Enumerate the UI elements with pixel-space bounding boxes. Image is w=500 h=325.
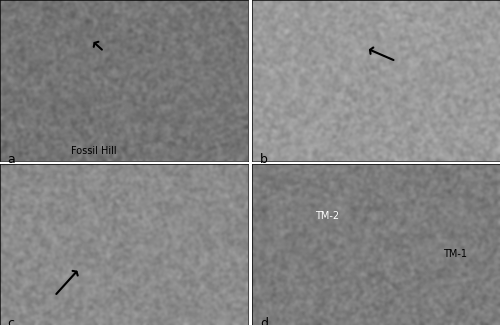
Text: b: b <box>260 153 268 166</box>
Text: TM-1: TM-1 <box>444 249 468 259</box>
Text: a: a <box>8 153 15 166</box>
Text: TM-2: TM-2 <box>314 211 339 221</box>
Text: Fossil Hill: Fossil Hill <box>71 146 117 156</box>
Text: d: d <box>260 317 268 325</box>
Text: c: c <box>8 317 14 325</box>
